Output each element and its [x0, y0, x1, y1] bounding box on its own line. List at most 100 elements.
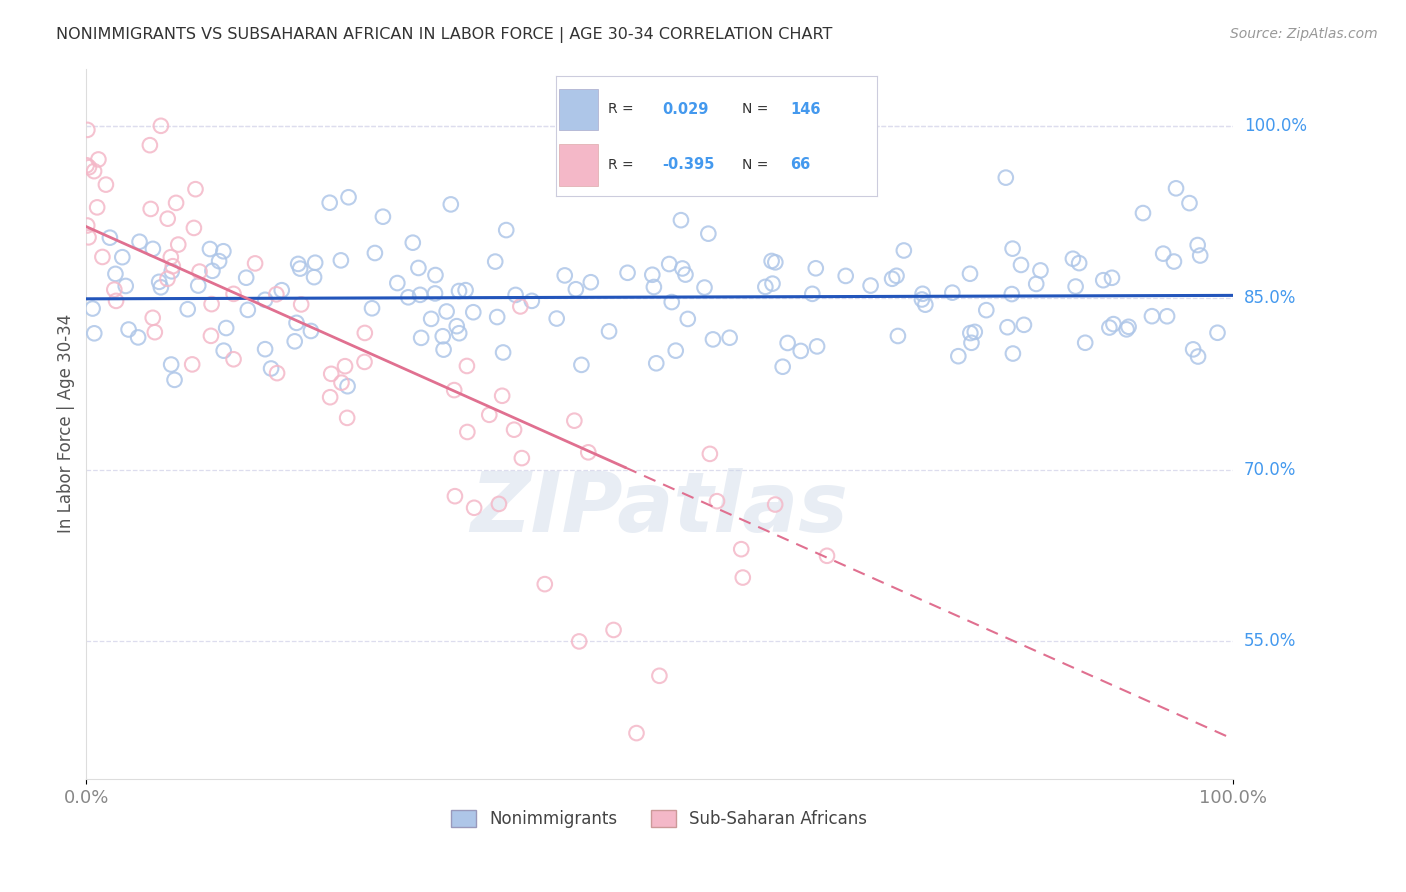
Point: [641, 268, 664, 282]
Point: [387, 276, 409, 290]
Text: ZIPatlas: ZIPatlas: [471, 468, 848, 549]
Point: [149, 119, 172, 133]
Point: [488, 497, 510, 511]
Point: [546, 311, 568, 326]
Point: [76, 123, 98, 137]
Point: [117, 322, 139, 336]
Point: [200, 329, 222, 343]
Point: [409, 288, 432, 302]
Point: [148, 275, 170, 289]
Point: [776, 336, 799, 351]
Point: [1118, 319, 1140, 334]
Point: [396, 290, 419, 304]
Point: [576, 445, 599, 459]
Point: [463, 500, 485, 515]
Point: [571, 358, 593, 372]
Point: [697, 227, 720, 241]
Point: [167, 237, 190, 252]
Point: [645, 356, 668, 370]
Point: [111, 250, 134, 264]
Point: [128, 235, 150, 249]
Point: [432, 343, 454, 357]
Point: [83, 326, 105, 341]
Point: [463, 305, 485, 319]
Point: [270, 283, 292, 297]
Point: [329, 253, 352, 268]
Point: [492, 345, 515, 359]
Point: [353, 355, 375, 369]
Point: [669, 213, 692, 227]
Point: [893, 244, 915, 258]
Point: [284, 334, 307, 349]
Point: [731, 570, 754, 584]
Point: [761, 277, 783, 291]
Point: [142, 310, 165, 325]
Point: [665, 343, 688, 358]
Point: [361, 301, 384, 316]
Text: 70.0%: 70.0%: [1244, 460, 1296, 478]
Point: [183, 221, 205, 235]
Point: [371, 210, 394, 224]
Point: [208, 254, 231, 268]
Point: [994, 170, 1017, 185]
Text: 55.0%: 55.0%: [1244, 632, 1296, 650]
Point: [304, 256, 326, 270]
Point: [1206, 326, 1229, 340]
Point: [181, 358, 204, 372]
Point: [299, 324, 322, 338]
Point: [254, 293, 277, 307]
Point: [456, 359, 478, 373]
Point: [266, 366, 288, 380]
Point: [914, 298, 936, 312]
Point: [449, 326, 471, 341]
Point: [177, 302, 200, 317]
Point: [1189, 248, 1212, 262]
Point: [1101, 270, 1123, 285]
Point: [886, 268, 908, 283]
Point: [443, 383, 465, 397]
Point: [408, 260, 430, 275]
Point: [94, 178, 117, 192]
Point: [486, 310, 509, 324]
Point: [243, 256, 266, 270]
Point: [266, 287, 288, 301]
Point: [212, 244, 235, 259]
Point: [702, 332, 724, 346]
Point: [626, 726, 648, 740]
Point: [1182, 343, 1205, 357]
Point: [772, 359, 794, 374]
Point: [114, 279, 136, 293]
Point: [77, 160, 100, 174]
Point: [565, 282, 588, 296]
Point: [149, 280, 172, 294]
Point: [76, 219, 98, 233]
Point: [444, 489, 467, 503]
Point: [1012, 318, 1035, 332]
Point: [941, 285, 963, 300]
Point: [598, 324, 620, 338]
Point: [1178, 196, 1201, 211]
Point: [754, 280, 776, 294]
Point: [83, 164, 105, 178]
Point: [432, 329, 454, 343]
Point: [1115, 322, 1137, 336]
Point: [1001, 346, 1024, 360]
Text: NONIMMIGRANTS VS SUBSAHARAN AFRICAN IN LABOR FORCE | AGE 30-34 CORRELATION CHART: NONIMMIGRANTS VS SUBSAHARAN AFRICAN IN L…: [56, 27, 832, 43]
Point: [648, 669, 671, 683]
Point: [77, 230, 100, 244]
Point: [1102, 317, 1125, 331]
Point: [730, 542, 752, 557]
Point: [302, 270, 325, 285]
Point: [319, 390, 342, 404]
Point: [87, 153, 110, 167]
Point: [411, 331, 433, 345]
Point: [86, 200, 108, 214]
Point: [139, 138, 162, 153]
Point: [1092, 273, 1115, 287]
Point: [127, 330, 149, 344]
Point: [336, 379, 359, 393]
Point: [1062, 252, 1084, 266]
Point: [165, 195, 187, 210]
Point: [254, 342, 277, 356]
Y-axis label: In Labor Force | Age 30-34: In Labor Force | Age 30-34: [58, 314, 75, 533]
